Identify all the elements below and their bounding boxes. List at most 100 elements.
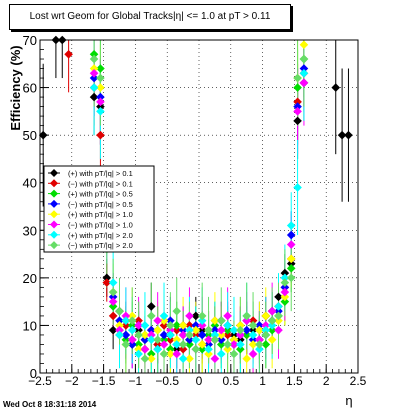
data-point: [147, 330, 156, 340]
data-point: [280, 287, 290, 297]
data-point: [191, 311, 201, 321]
legend-entry: (−) with pT/|q| > 0.5: [68, 200, 133, 209]
data-point: [242, 316, 251, 325]
legend-entry: (+) with pT/|q| > 1.0: [68, 210, 133, 219]
data-point: [274, 311, 283, 321]
data-point: [274, 306, 283, 316]
data-point: [286, 240, 296, 249]
data-point: [248, 349, 258, 359]
data-point: [127, 316, 137, 325]
data-point: [134, 340, 143, 349]
data-point: [242, 325, 251, 335]
data-point: [172, 340, 182, 349]
data-point: [255, 344, 264, 354]
data-point: [261, 325, 271, 335]
data-point: [185, 340, 194, 349]
data-point: [166, 325, 175, 335]
data-point: [210, 321, 220, 330]
data-point: [286, 254, 296, 264]
data-point: [134, 321, 143, 330]
data-point: [267, 325, 277, 335]
data-point: [127, 335, 137, 344]
data-point: [293, 107, 302, 116]
data-point: [159, 330, 169, 340]
data-point: [191, 330, 201, 340]
data-point: [108, 287, 118, 297]
data-point: [248, 316, 258, 325]
data-point: [274, 316, 283, 325]
data-point: [89, 83, 99, 92]
x-tick-label: 1: [259, 374, 266, 388]
chart-title: Lost wrt Geom for Global Tracks|η| <= 1.…: [9, 4, 291, 30]
data-point: [89, 69, 99, 78]
data-point: [121, 330, 131, 340]
x-tick-label: −1: [129, 374, 143, 388]
data-point: [172, 306, 182, 316]
data-point: [210, 335, 220, 344]
data-point: [223, 330, 232, 340]
data-point: [267, 316, 277, 325]
data-point: [210, 325, 220, 335]
data-point: [108, 297, 118, 306]
data-point: [229, 325, 239, 335]
data-point: [140, 344, 150, 354]
data-point: [121, 340, 131, 349]
data-point: [286, 221, 296, 230]
data-point: [159, 311, 169, 321]
data-point: [96, 83, 105, 92]
data-point: [242, 330, 251, 340]
data-point: [299, 69, 309, 78]
data-point: [280, 297, 290, 306]
data-point: [64, 49, 73, 59]
data-point: [166, 344, 175, 354]
y-axis-label: Efficiency (%): [8, 45, 23, 130]
data-point: [159, 316, 169, 325]
data-point: [153, 316, 162, 325]
y-tick-label: 20: [23, 271, 37, 286]
tick-labels: −2.5 −2 −1.5 −1 −0.5 0 0.5 1 1.5 2 2.5 0 10 20 30 40 50 6…: [23, 33, 367, 388]
data-point: [261, 340, 271, 349]
data-point: [121, 316, 131, 325]
data-point: [261, 330, 271, 340]
data-point: [210, 330, 220, 340]
data-point: [255, 340, 264, 349]
data-point: [127, 311, 137, 321]
data-point: [204, 335, 213, 344]
data-point: [147, 325, 156, 335]
x-tick-label: 0.5: [222, 374, 239, 388]
data-point: [197, 321, 207, 330]
data-point: [337, 130, 347, 140]
data-point: [236, 340, 245, 349]
legend-entry: (+) with pT/|q| > 0.5: [68, 190, 133, 199]
data-point: [172, 325, 182, 335]
legend-marker: [50, 230, 58, 239]
data-point: [204, 325, 213, 335]
data-point: [191, 344, 201, 354]
data-point: [159, 335, 169, 344]
data-point: [216, 325, 226, 335]
data-point: [255, 335, 264, 344]
data-point: [299, 78, 309, 88]
data-point: [236, 325, 245, 335]
y-tick-label: 60: [23, 81, 37, 96]
data-point: [267, 321, 277, 330]
data-point: [102, 273, 112, 283]
data-point: [153, 340, 162, 349]
data-point: [147, 349, 156, 359]
legend-marker: [50, 241, 58, 250]
data-point: [280, 292, 290, 302]
data-point: [216, 316, 226, 325]
y-tick-label: 30: [23, 223, 37, 238]
y-tick-label: 0: [30, 366, 37, 381]
data-point: [293, 183, 302, 192]
data-point: [293, 73, 302, 83]
data-point: [178, 340, 188, 349]
data-point: [229, 349, 239, 359]
x-axis-label: η: [345, 393, 352, 408]
data-point: [127, 325, 137, 335]
data-point: [191, 335, 201, 344]
data-point: [102, 278, 112, 287]
data-point: [216, 340, 226, 349]
data-point: [140, 354, 150, 364]
data-point: [204, 340, 213, 349]
